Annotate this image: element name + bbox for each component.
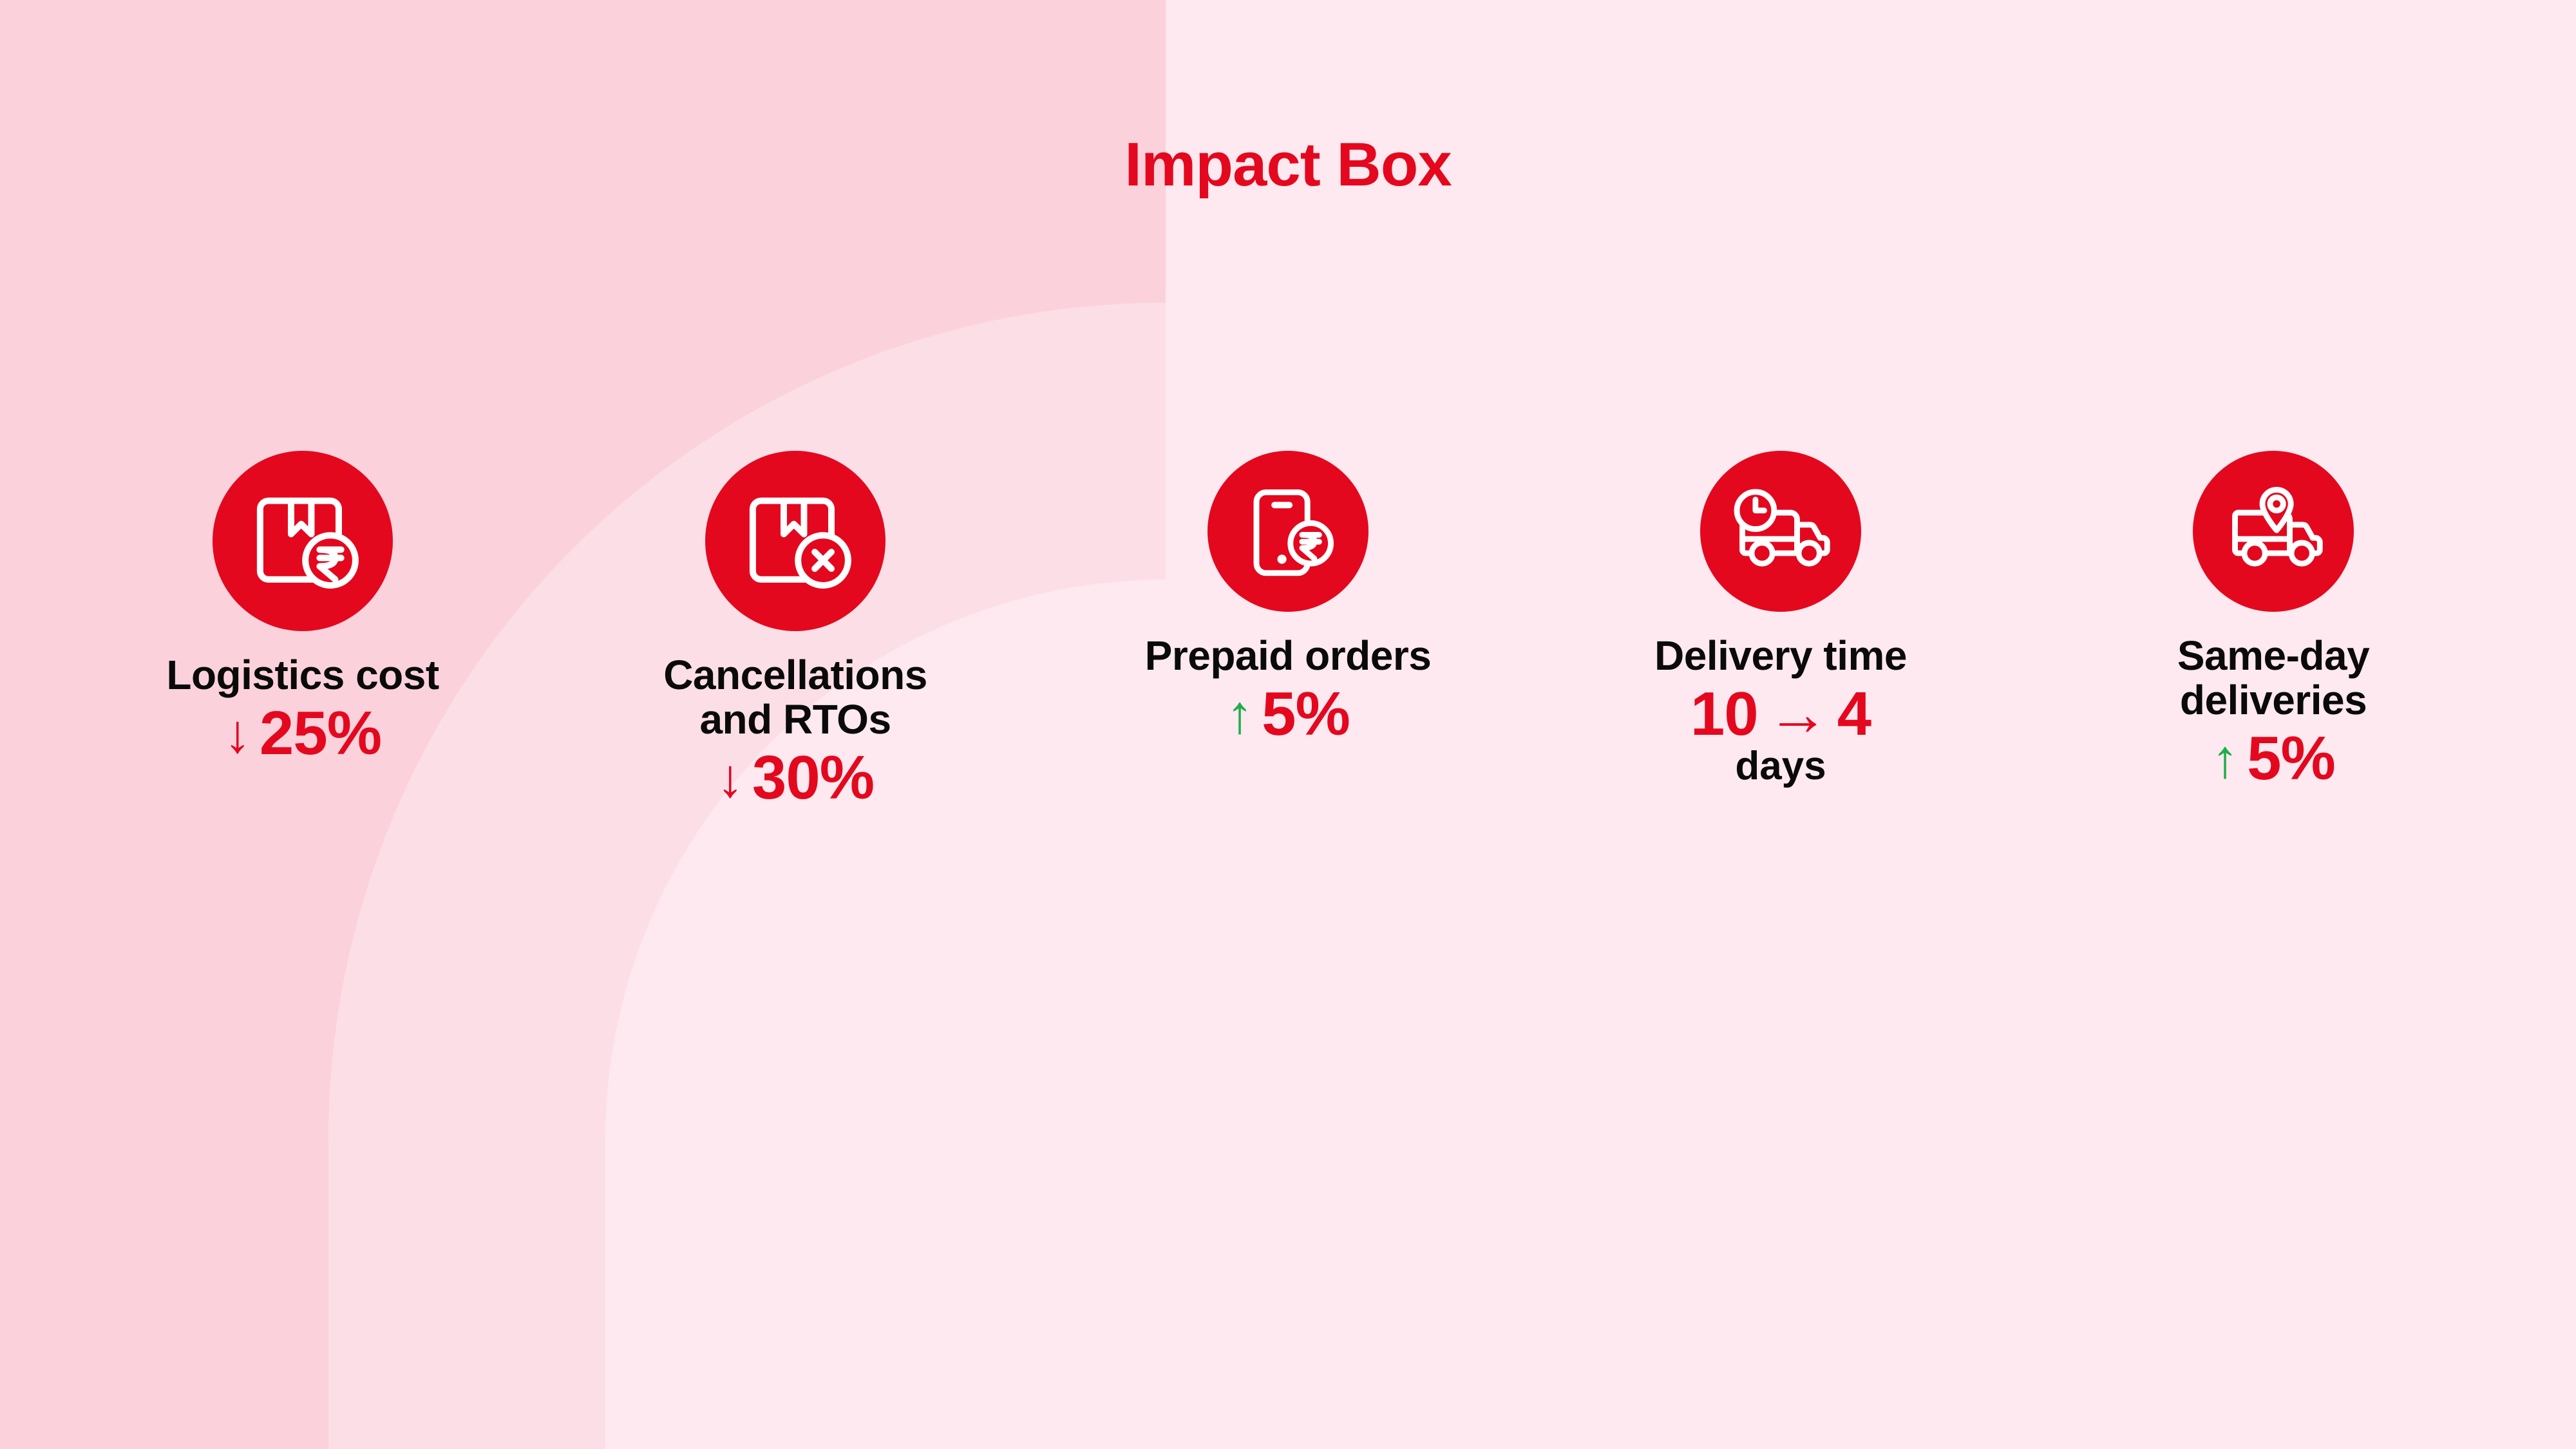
stat-value-number: 5% (1262, 679, 1350, 749)
stat-value-number: 25% (259, 699, 382, 768)
stat-label-line1: Logistics cost (166, 652, 439, 698)
background-arc-hole (605, 580, 1166, 1449)
stat-label: Same-day deliveries (2177, 632, 2370, 724)
stat-subnote: days (1735, 743, 1826, 788)
stat-value: 10 → 4 (1690, 682, 1871, 746)
stat-value-number: 5% (2247, 724, 2336, 793)
stat-label-line1: Cancellations (663, 652, 927, 698)
truck-clock-icon (1726, 477, 1835, 586)
stat-value-to: 4 (1837, 679, 1871, 749)
stat-card-prepaid-orders: Prepaid orders ↑ 5% (1082, 451, 1494, 746)
stat-label: Delivery time (1654, 632, 1907, 679)
stat-label-line1: Prepaid orders (1144, 632, 1432, 679)
package-cancel-icon (736, 482, 855, 601)
package-rupee-icon (243, 482, 363, 601)
stat-label-line1: Same-day (2177, 632, 2370, 679)
arrow-right-icon: → (1766, 679, 1829, 749)
stat-label-line1: Delivery time (1654, 632, 1907, 679)
stat-label-line2: and RTOs (699, 696, 891, 743)
icon-badge-delivery-time (1700, 451, 1861, 612)
icon-badge-logistics-cost (213, 451, 393, 631)
stat-value-from: 10 (1690, 679, 1759, 749)
arrow-up-icon: ↑ (2211, 728, 2239, 790)
stat-value: ↓ 30% (716, 743, 875, 813)
stat-card-logistics-cost: Logistics cost ↓ 25% (97, 451, 509, 766)
stat-card-cancellations-rtos: Cancellations and RTOs ↓ 30% (589, 451, 1001, 810)
arrow-up-icon: ↑ (1226, 684, 1253, 745)
icon-badge-cancellations-rtos (705, 451, 886, 631)
icon-badge-prepaid-orders (1208, 451, 1368, 612)
stats-row: Logistics cost ↓ 25% Cance (97, 451, 2479, 810)
stat-label: Logistics cost (166, 652, 439, 698)
stat-value: ↓ 25% (223, 699, 382, 768)
stat-label-line2: deliveries (2179, 677, 2367, 724)
stat-value-number: 30% (752, 743, 875, 813)
stat-label: Prepaid orders (1144, 632, 1432, 679)
stat-label: Cancellations and RTOs (663, 652, 927, 743)
page-title: Impact Box (1124, 130, 1452, 199)
stat-value: ↑ 5% (1226, 682, 1350, 746)
truck-pin-icon (2219, 477, 2328, 586)
stat-value: ↑ 5% (2211, 724, 2336, 793)
mobile-rupee-icon (1235, 478, 1341, 585)
arrow-down-icon: ↓ (716, 748, 744, 809)
stat-card-same-day-deliveries: Same-day deliveries ↑ 5% (2067, 451, 2479, 791)
background-right-field (1166, 0, 2576, 1449)
icon-badge-same-day-deliveries (2193, 451, 2354, 612)
arrow-down-icon: ↓ (223, 703, 251, 764)
background-arc-outer (0, 0, 1166, 1449)
stat-card-delivery-time: Delivery time 10 → 4 days (1575, 451, 1987, 787)
